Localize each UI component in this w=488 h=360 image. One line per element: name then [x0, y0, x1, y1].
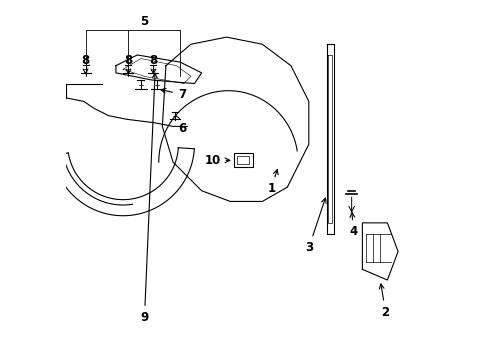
Text: 10: 10 [204, 154, 229, 167]
Text: 2: 2 [379, 284, 389, 319]
Text: 7: 7 [161, 88, 185, 101]
Text: 8: 8 [149, 54, 157, 74]
Bar [233, 153, 253, 167]
Text: 6: 6 [175, 115, 186, 135]
Text: 4: 4 [348, 213, 357, 238]
Text: 1: 1 [266, 170, 278, 195]
Bar [237, 156, 248, 164]
Text: 8: 8 [81, 54, 89, 74]
Text: 8: 8 [124, 54, 132, 74]
Text: 3: 3 [304, 198, 325, 255]
Text: 5: 5 [140, 14, 148, 27]
Text: 9: 9 [140, 73, 157, 324]
